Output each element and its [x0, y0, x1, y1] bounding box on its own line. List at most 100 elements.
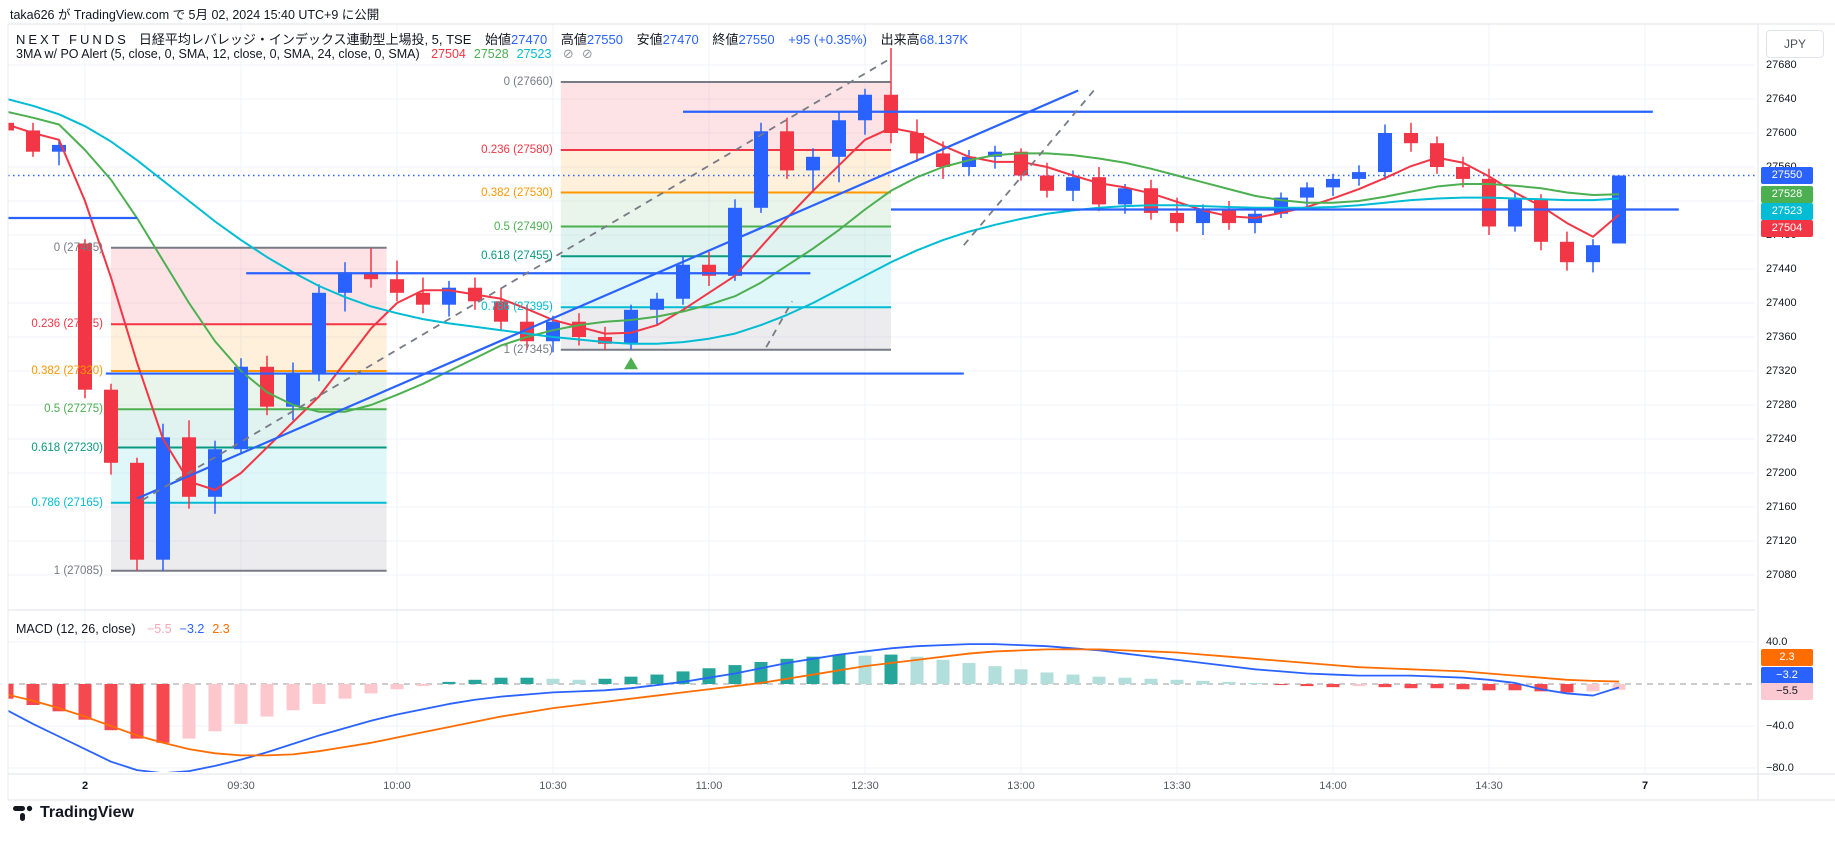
- macd-histogram-bar[interactable]: [754, 661, 768, 684]
- macd-histogram-bar[interactable]: [1118, 677, 1132, 684]
- candle-body[interactable]: [26, 130, 40, 152]
- macd-histogram-bar[interactable]: [1, 684, 14, 699]
- macd-histogram-bar[interactable]: [962, 663, 976, 684]
- macd-histogram-bar[interactable]: [442, 681, 456, 684]
- macd-histogram-bar[interactable]: [338, 684, 352, 699]
- macd-histogram-bar[interactable]: [1040, 672, 1054, 684]
- macd-histogram-bar[interactable]: [1404, 684, 1418, 689]
- macd-histogram-bar[interactable]: [988, 666, 1002, 684]
- symbol-legend[interactable]: NEXT FUNDS 日経平均レバレッジ・インデックス連動型上場投, 5, TSE…: [16, 29, 968, 48]
- macd-histogram-bar[interactable]: [52, 684, 66, 712]
- time-label[interactable]: 13:00: [1007, 780, 1035, 792]
- candle-body[interactable]: [598, 337, 612, 344]
- candle-body[interactable]: [260, 366, 274, 407]
- macd-histogram-bar[interactable]: [468, 679, 482, 684]
- candle-body[interactable]: [182, 437, 196, 497]
- macd-histogram-bar[interactable]: [1196, 680, 1210, 684]
- macd-histogram-bar[interactable]: [884, 654, 898, 684]
- time-label[interactable]: 13:30: [1163, 780, 1191, 792]
- time-label[interactable]: 10:30: [539, 780, 567, 792]
- time-label[interactable]: 09:30: [227, 780, 255, 792]
- candle-body[interactable]: [442, 287, 456, 305]
- candle-body[interactable]: [104, 389, 118, 463]
- currency-button[interactable]: JPY: [1766, 30, 1824, 58]
- candle-body[interactable]: [858, 94, 872, 121]
- candle-body[interactable]: [1326, 178, 1340, 188]
- macd-histogram-bar[interactable]: [1586, 684, 1600, 692]
- hidden-indicator-icons[interactable]: ⊘ ⊘: [555, 46, 593, 61]
- macd-histogram-bar[interactable]: [936, 659, 950, 684]
- macd-histogram-bar[interactable]: [1092, 676, 1106, 684]
- candle-body[interactable]: [416, 292, 430, 305]
- candle-body[interactable]: [754, 131, 768, 208]
- candle-body[interactable]: [1118, 188, 1132, 205]
- dashed-trendline[interactable]: [963, 89, 1095, 246]
- candle-body[interactable]: [312, 292, 326, 373]
- macd-histogram-bar[interactable]: [624, 676, 638, 684]
- macd-histogram-bar[interactable]: [1170, 679, 1184, 684]
- candle-body[interactable]: [1014, 151, 1028, 176]
- macd-histogram-bar[interactable]: [702, 668, 716, 684]
- tradingview-logo[interactable]: TradingView: [12, 802, 134, 824]
- macd-histogram-bar[interactable]: [728, 665, 742, 684]
- time-label[interactable]: 10:00: [383, 780, 411, 792]
- macd-histogram-bar[interactable]: [286, 684, 300, 711]
- macd-histogram-bar[interactable]: [1378, 684, 1392, 688]
- macd-histogram-bar[interactable]: [832, 654, 846, 684]
- macd-histogram-bar[interactable]: [1560, 684, 1574, 693]
- macd-histogram-bar[interactable]: [1274, 684, 1288, 686]
- candle-body[interactable]: [1378, 133, 1392, 173]
- time-label[interactable]: 7: [1641, 780, 1649, 792]
- macd-histogram-bar[interactable]: [130, 684, 144, 739]
- macd-histogram-bar[interactable]: [1430, 684, 1444, 689]
- time-label[interactable]: 11:00: [695, 780, 723, 792]
- macd-histogram-bar[interactable]: [260, 684, 274, 717]
- macd-legend[interactable]: MACD (12, 26, close) −5.5 −3.2 2.3: [16, 622, 230, 636]
- macd-histogram-bar[interactable]: [1300, 684, 1314, 687]
- macd-histogram-bar[interactable]: [1508, 684, 1522, 691]
- trendline[interactable]: [136, 89, 1079, 500]
- candle-body[interactable]: [1300, 187, 1314, 198]
- candle-body[interactable]: [624, 309, 638, 344]
- macd-histogram-bar[interactable]: [494, 677, 508, 684]
- candle-body[interactable]: [702, 264, 716, 276]
- candle-body[interactable]: [936, 153, 950, 167]
- candle-body[interactable]: [1352, 172, 1366, 179]
- candle-body[interactable]: [390, 279, 404, 293]
- time-label[interactable]: 2: [81, 780, 89, 792]
- candle-body[interactable]: [1560, 241, 1574, 263]
- dashed-trendline[interactable]: [141, 57, 892, 501]
- dashed-trendline[interactable]: [765, 300, 793, 348]
- hidden-eye-icon[interactable]: ⊘: [562, 46, 574, 61]
- macd-histogram-bar[interactable]: [312, 684, 326, 704]
- macd-histogram-bar[interactable]: [208, 684, 222, 732]
- candle-body[interactable]: [676, 264, 690, 299]
- macd-histogram-bar[interactable]: [104, 684, 118, 731]
- candle-body[interactable]: [234, 366, 248, 450]
- candle-body[interactable]: [208, 449, 222, 497]
- macd-histogram-bar[interactable]: [1144, 678, 1158, 684]
- time-label[interactable]: 14:00: [1319, 780, 1347, 792]
- candle-body[interactable]: [1040, 175, 1054, 191]
- candle-body[interactable]: [728, 207, 742, 276]
- macd-histogram-bar[interactable]: [650, 674, 664, 684]
- macd-histogram-bar[interactable]: [806, 656, 820, 684]
- macd-histogram-bar[interactable]: [1326, 684, 1340, 688]
- macd-histogram-bar[interactable]: [1534, 684, 1548, 692]
- macd-histogram-bar[interactable]: [910, 656, 924, 684]
- candle-body[interactable]: [1586, 245, 1600, 263]
- candle-body[interactable]: [962, 156, 976, 167]
- candle-body[interactable]: [884, 94, 898, 133]
- candle-body[interactable]: [1482, 178, 1496, 227]
- time-label[interactable]: 12:30: [851, 780, 879, 792]
- candle-body[interactable]: [806, 156, 820, 171]
- candle-body[interactable]: [832, 120, 846, 157]
- macd-histogram-bar[interactable]: [546, 678, 560, 684]
- macd-histogram-bar[interactable]: [156, 684, 170, 743]
- macd-histogram-bar[interactable]: [1612, 684, 1626, 690]
- candle-body[interactable]: [910, 133, 924, 154]
- candle-body[interactable]: [52, 144, 66, 152]
- macd-histogram-bar[interactable]: [520, 677, 534, 684]
- macd-histogram-bar[interactable]: [1456, 684, 1470, 690]
